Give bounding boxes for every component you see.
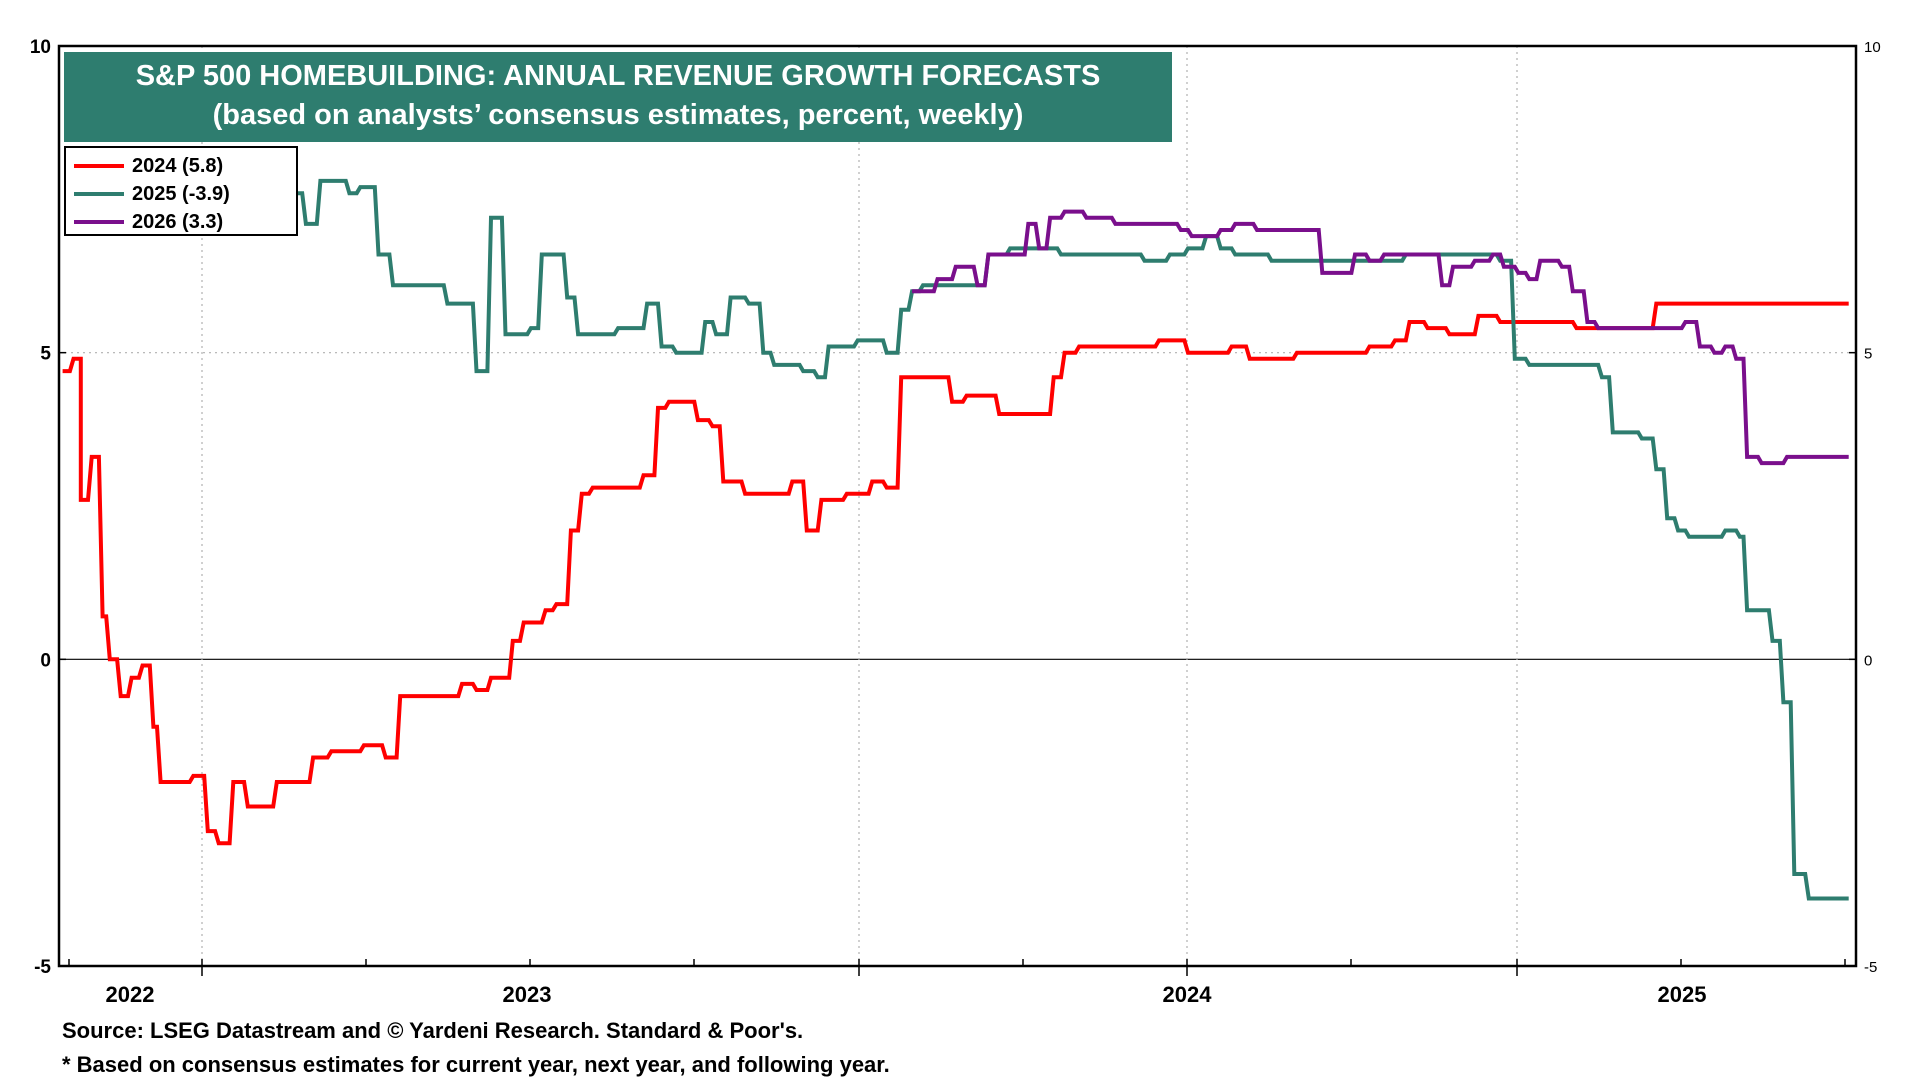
x-tick-label-2025: 2025 (1658, 982, 1707, 1007)
source-note: Source: LSEG Datastream and © Yardeni Re… (62, 1018, 804, 1043)
legend-item-2024: 2024 (5.8) (74, 152, 296, 180)
chart-title: S&P 500 HOMEBUILDING: ANNUAL REVENUE GRO… (135, 60, 1101, 92)
legend: 2024 (5.8) 2025 (-3.9) 2026 (3.3) (64, 146, 298, 236)
legend-item-2025: 2025 (-3.9) (74, 180, 296, 208)
legend-swatch-2024 (74, 164, 124, 168)
legend-label-2026: 2026 (3.3) (132, 210, 224, 233)
legend-label-2025: 2025 (-3.9) (132, 182, 230, 205)
footnote: * Based on consensus estimates for curre… (62, 1052, 890, 1077)
y-tick-label-right: 10 (1864, 39, 1881, 56)
y-tick-label-left: 0 (40, 650, 51, 671)
legend-label-2024: 2024 (5.8) (132, 154, 224, 177)
chart-subtitle: (based on analysts’ consensus estimates,… (212, 99, 1024, 131)
x-tick-label-2023: 2023 (503, 982, 552, 1007)
series-2025-line (178, 178, 1849, 901)
legend-item-2026: 2026 (3.3) (74, 208, 296, 236)
legend-swatch-2026 (74, 220, 124, 224)
chart-title-box: S&P 500 HOMEBUILDING: ANNUAL REVENUE GRO… (64, 52, 1172, 142)
plot-frame (57, 44, 1858, 968)
legend-swatch-2025 (74, 192, 124, 196)
y-tick-label-right: 5 (1864, 346, 1872, 363)
y-tick-label-right: 0 (1864, 652, 1872, 669)
y-tick-label-left: 10 (30, 37, 51, 58)
series-layer (62, 178, 1849, 901)
grid-layer (59, 46, 1856, 966)
y-tick-label-left: -5 (34, 957, 51, 978)
x-tick-label-2022: 2022 (106, 982, 155, 1007)
series-2024-line (62, 301, 1849, 846)
axis-layer: 10 5 0 -5 10 5 0 -5 2022 2023 2024 2025 (30, 37, 1881, 1007)
series-2026-line (912, 209, 1849, 466)
y-tick-label-left: 5 (40, 344, 51, 365)
y-tick-label-right: -5 (1864, 959, 1877, 976)
x-tick-label-2024: 2024 (1163, 982, 1213, 1007)
